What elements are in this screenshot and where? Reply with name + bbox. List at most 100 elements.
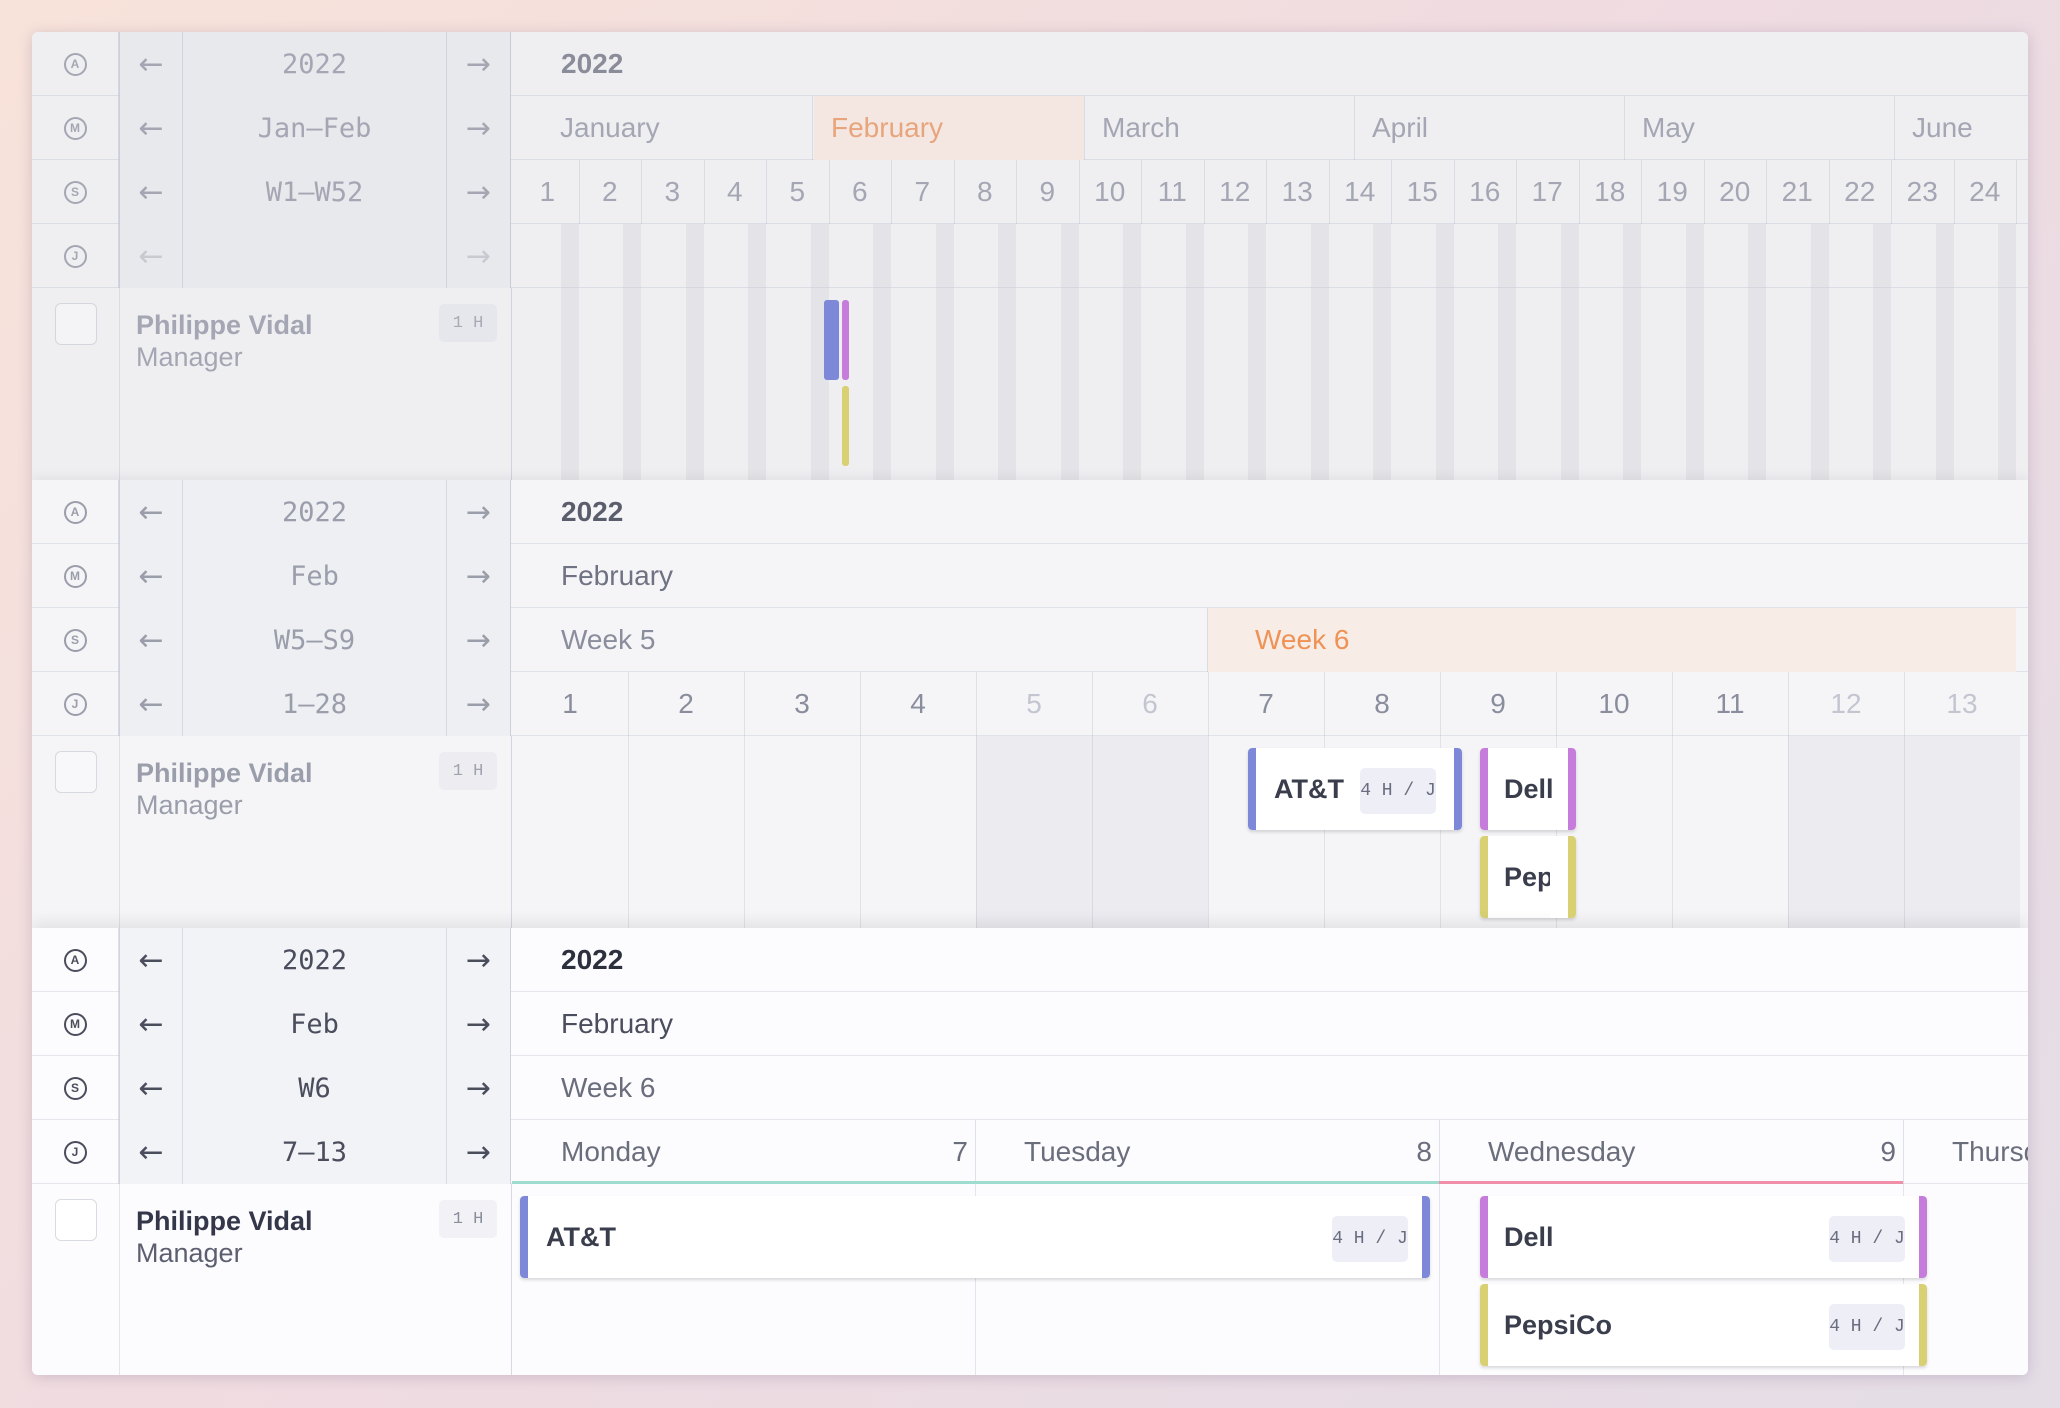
day-number: 4 (910, 688, 926, 719)
week-number: 11 (1157, 176, 1187, 207)
scale-row-month: M ← Feb → February (32, 992, 2028, 1056)
week-range: W1–W52 (183, 160, 447, 224)
scale-day-icon[interactable]: J (32, 1120, 119, 1184)
prev-month-button[interactable]: ← (119, 96, 183, 160)
week-number: 10 (1094, 176, 1126, 207)
prev-day-button[interactable]: ← (119, 224, 183, 288)
event-dell[interactable]: Dell 4 H / J (1480, 1196, 1927, 1278)
week-number: 9 (1039, 176, 1056, 207)
event-att[interactable]: AT&T 4 H / J (1248, 748, 1462, 830)
resource-checkbox[interactable] (55, 1199, 97, 1241)
scale-day-icon[interactable]: J (32, 224, 119, 288)
year-label: 2022 (561, 496, 624, 527)
week-label: Week 5 (561, 624, 656, 655)
week-number: 14 (1344, 176, 1376, 207)
resource-role: Manager (136, 342, 243, 372)
prev-month-button[interactable]: ← (119, 992, 183, 1056)
scale-month-icon[interactable]: M (32, 992, 119, 1056)
day-number: 6 (1142, 688, 1158, 719)
day-headers: Monday 7 Tuesday 8 Wednesday 9 Thursday … (512, 1120, 2028, 1184)
resource-capacity-badge: 1 H (439, 752, 497, 790)
event-bar-pepsico[interactable] (842, 386, 849, 466)
day-number: 8 (1416, 1136, 1432, 1167)
week-view-panel: A ← 2022 → 2022 M ← Feb → February S ← W… (32, 928, 2028, 1375)
day-range: 1–28 (183, 672, 447, 736)
prev-week-button[interactable]: ← (119, 160, 183, 224)
resource-name: Philippe Vidal (136, 310, 313, 340)
next-year-button[interactable]: → (447, 32, 511, 96)
scale-day-icon[interactable]: J (32, 672, 119, 736)
resource-capacity-badge: 1 H (439, 304, 497, 342)
week-number: 2 (601, 176, 618, 207)
month-label: January (560, 112, 660, 143)
next-day-button[interactable]: → (447, 224, 511, 288)
day-range: 7–13 (183, 1120, 447, 1184)
resource-role: Manager (136, 1238, 243, 1268)
event-bar-dell[interactable] (842, 300, 849, 380)
prev-week-button[interactable]: ← (119, 1056, 183, 1120)
week-number: 21 (1781, 176, 1813, 207)
next-day-button[interactable]: → (447, 672, 511, 736)
month-range: Jan–Feb (183, 96, 447, 160)
week-number: 7 (914, 176, 931, 207)
day-name-tuesday: Tuesday (1024, 1136, 1131, 1167)
scale-row-year: A ← 2022 → 2022 (32, 32, 2028, 96)
prev-month-button[interactable]: ← (119, 544, 183, 608)
month-highlight (814, 96, 1084, 160)
scale-row-year: A ← 2022 → 2022 (32, 928, 2028, 992)
week-number: 5 (789, 176, 806, 207)
resource-capacity-badge: 1 H (439, 1200, 497, 1238)
scale-row-day: J ← 7–13 → Monday 7 Tuesday 8 Wednesday … (32, 1120, 2028, 1184)
scale-year-icon[interactable]: A (32, 480, 119, 544)
week-label: Week 6 (561, 1072, 656, 1103)
next-week-button[interactable]: → (447, 608, 511, 672)
next-month-button[interactable]: → (447, 544, 511, 608)
next-week-button[interactable]: → (447, 1056, 511, 1120)
week-range: W5–S9 (183, 608, 447, 672)
scale-month-icon[interactable]: M (32, 96, 119, 160)
day-number: 1 (562, 688, 578, 719)
next-week-button[interactable]: → (447, 160, 511, 224)
resource-row: Philippe Vidal Manager 1 H AT&T 4 H / J … (32, 736, 2028, 928)
prev-year-button[interactable]: ← (119, 928, 183, 992)
scale-week-icon[interactable]: S (32, 160, 119, 224)
event-dell[interactable]: Dell (1480, 748, 1576, 830)
scale-month-icon[interactable]: M (32, 544, 119, 608)
scale-week-icon[interactable]: S (32, 608, 119, 672)
resource-checkbox[interactable] (55, 303, 97, 345)
event-pepsico[interactable]: PepsiCo 4 H / J (1480, 1284, 1927, 1366)
next-year-button[interactable]: → (447, 480, 511, 544)
day-number: 2 (678, 688, 694, 719)
day-number: 9 (1490, 688, 1506, 719)
scale-row-year: A ← 2022 → 2022 (32, 480, 2028, 544)
week-number: 6 (851, 176, 868, 207)
day-status-bar-over (1439, 1181, 1903, 1184)
month-label: February (561, 560, 674, 591)
week-highlight (1208, 608, 2016, 672)
next-month-button[interactable]: → (447, 992, 511, 1056)
timeline-grid (512, 288, 2028, 480)
next-year-button[interactable]: → (447, 928, 511, 992)
week-number: 8 (976, 176, 993, 207)
event-att[interactable]: AT&T 4 H / J (520, 1196, 1430, 1278)
scale-year-icon[interactable]: A (32, 32, 119, 96)
scale-week-icon[interactable]: S (32, 1056, 119, 1120)
week-number: 18 (1594, 176, 1626, 207)
prev-day-button[interactable]: ← (119, 672, 183, 736)
next-month-button[interactable]: → (447, 96, 511, 160)
prev-year-button[interactable]: ← (119, 32, 183, 96)
week-label-highlighted: Week 6 (1255, 624, 1350, 655)
day-stripes (512, 224, 2028, 288)
event-bar-att[interactable] (824, 300, 839, 380)
prev-day-button[interactable]: ← (119, 1120, 183, 1184)
resource-checkbox[interactable] (55, 751, 97, 793)
event-pepsico[interactable]: PepsiCo (1480, 836, 1576, 918)
prev-week-button[interactable]: ← (119, 608, 183, 672)
prev-year-button[interactable]: ← (119, 480, 183, 544)
day-number: 12 (1830, 688, 1862, 719)
next-day-button[interactable]: → (447, 1120, 511, 1184)
resource-row: Philippe Vidal Manager 1 H (32, 288, 2028, 480)
scale-year-icon[interactable]: A (32, 928, 119, 992)
week-number: 15 (1406, 176, 1438, 207)
month-view-panel: A ← 2022 → 2022 M ← Feb → February S ← W… (32, 480, 2028, 928)
